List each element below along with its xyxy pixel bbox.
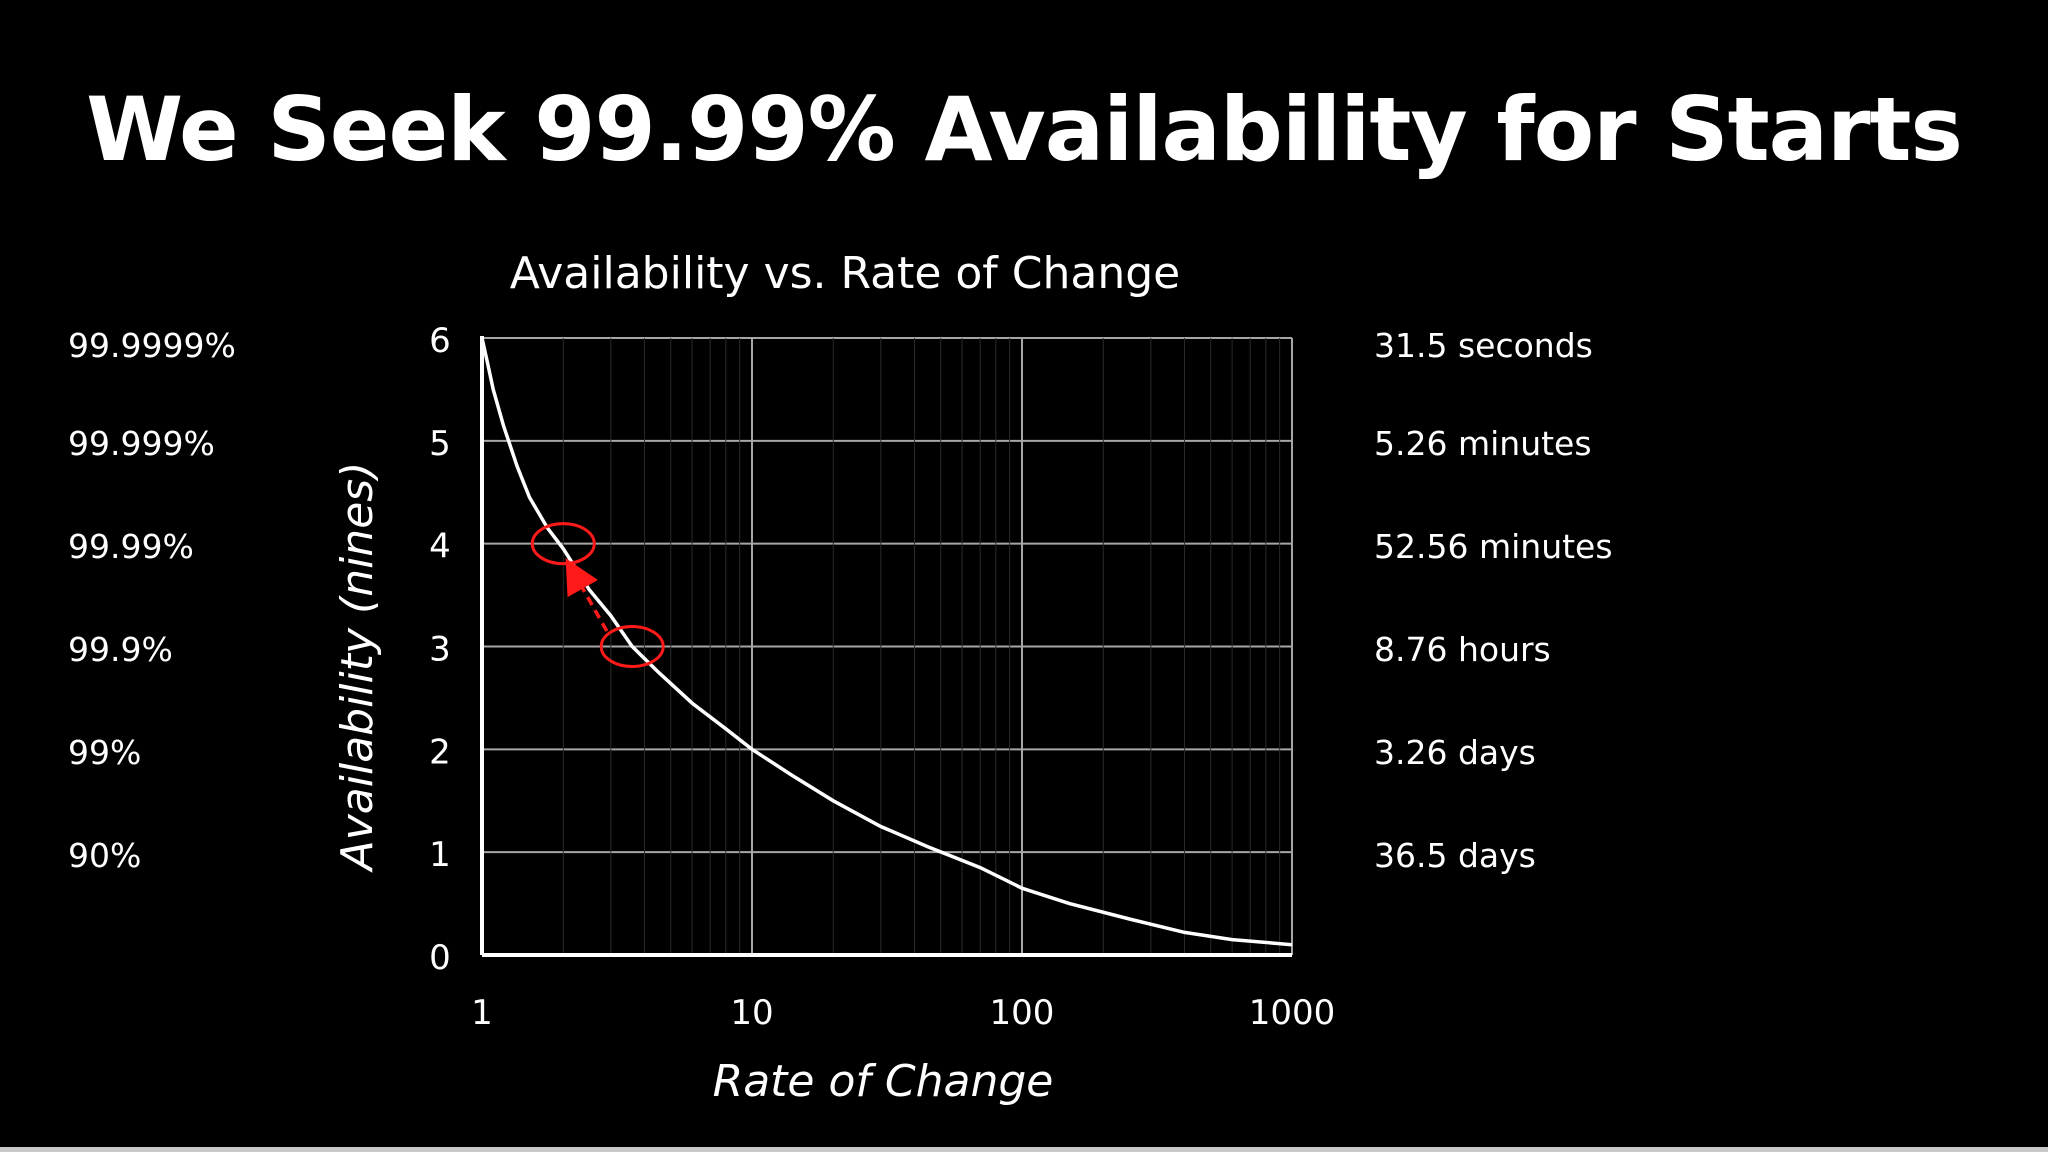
- availability-percent-label: 99%: [68, 733, 142, 772]
- downtime-label: 8.76 hours: [1374, 630, 1551, 669]
- downtime-label: 3.26 days: [1374, 733, 1536, 772]
- y-tick-label: 3: [429, 630, 451, 670]
- downtime-label: 36.5 days: [1374, 836, 1536, 875]
- chart-title: Availability vs. Rate of Change: [509, 248, 1181, 299]
- availability-percent-label: 99.999%: [68, 424, 215, 463]
- y-tick-label: 2: [429, 732, 451, 772]
- availability-percent-label: 99.9%: [68, 630, 173, 669]
- y-tick-label: 6: [429, 321, 451, 361]
- availability-curve: [480, 337, 1293, 947]
- y-tick-label: 4: [429, 527, 451, 567]
- y-tick-label: 5: [429, 424, 451, 464]
- downtime-label: 5.26 minutes: [1374, 424, 1592, 463]
- availability-percent-label: 90%: [68, 836, 142, 875]
- availability-percent-label: 99.9999%: [68, 326, 236, 365]
- slide-title: We Seek 99.99% Availability for Starts: [86, 78, 1963, 181]
- x-tick-label: 10: [730, 993, 773, 1033]
- highlight-ellipse: [599, 625, 665, 668]
- x-tick-label: 1: [471, 993, 493, 1033]
- chart-annotations: [530, 522, 665, 668]
- chart-axes: [480, 336, 1292, 957]
- downtime-label: 52.56 minutes: [1374, 527, 1613, 566]
- y-tick-label: 1: [429, 835, 451, 875]
- highlight-ellipse: [530, 522, 596, 566]
- x-tick-label: 1000: [1249, 993, 1336, 1033]
- bottom-strip: [0, 1147, 2048, 1152]
- availability-percent-label: 99.99%: [68, 527, 194, 566]
- y-axis-label: Availability (nines): [332, 462, 383, 874]
- x-tick-label: 100: [990, 993, 1055, 1033]
- downtime-label: 31.5 seconds: [1374, 326, 1593, 365]
- annotation-arrow: [565, 558, 609, 632]
- y-tick-label: 0: [429, 938, 451, 978]
- chart-grid: [482, 337, 1293, 955]
- x-axis-label: Rate of Change: [713, 1056, 1054, 1107]
